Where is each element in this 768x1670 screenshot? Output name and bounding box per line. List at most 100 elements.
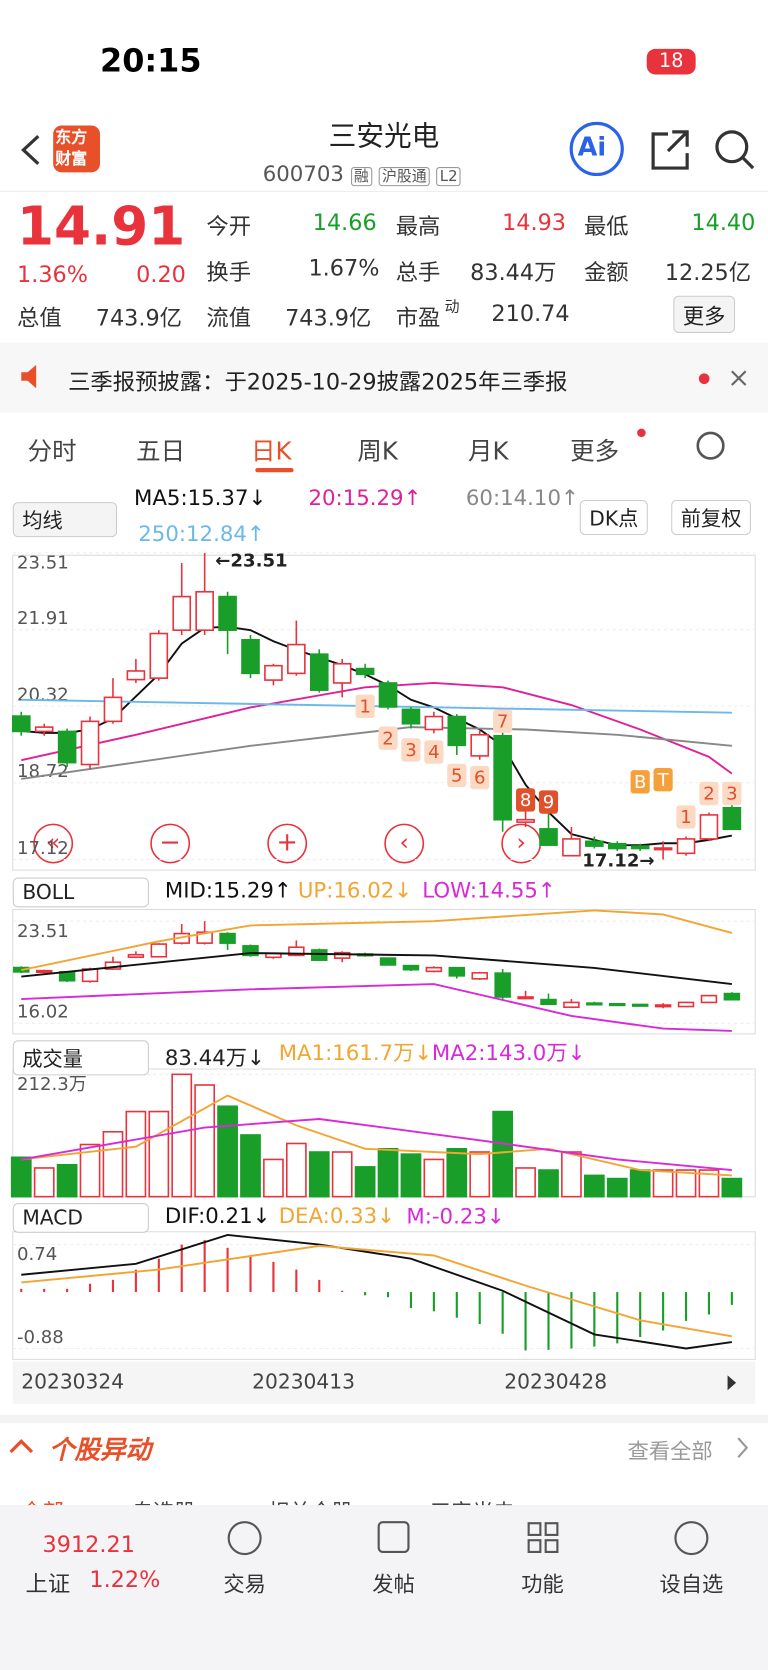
boll-panel	[12, 908, 756, 1035]
boll-selector[interactable]: BOLL	[12, 877, 149, 908]
high-label: ←23.51	[215, 550, 287, 571]
legend-entry: MID:15.29↑	[165, 878, 292, 903]
candle-body	[127, 953, 145, 958]
change: 0.20	[136, 261, 186, 288]
bar-item[interactable]: 交易	[223, 1571, 266, 1597]
dot	[698, 373, 710, 384]
signal-badge	[630, 770, 650, 794]
candle-body	[630, 845, 650, 850]
y-tick-label: -0.88	[17, 1327, 64, 1348]
candle-body	[585, 840, 604, 847]
news-link[interactable]: 查看全部	[627, 1438, 713, 1464]
volume-selector[interactable]: 成交量	[12, 1040, 149, 1076]
candle-body	[401, 708, 421, 725]
candle-body	[11, 715, 31, 733]
field-label: 换手	[206, 259, 252, 286]
signal-badge	[447, 763, 467, 788]
candle-body	[332, 662, 352, 684]
tab[interactable]: 分时	[27, 438, 77, 466]
legend-entry: LOW:14.55↑	[422, 878, 555, 903]
notice[interactable]: 三季报预披露：于2025-10-29披露2025年三季报	[68, 369, 568, 395]
index-value[interactable]: 3912.21	[42, 1531, 135, 1558]
legend-entry: UP:16.02↓	[298, 878, 412, 903]
indicator-line	[21, 1244, 733, 1338]
index-name[interactable]: 上证	[25, 1571, 71, 1597]
settings-icon[interactable]	[696, 431, 725, 460]
signal-badge	[355, 694, 375, 718]
signal-label: 4	[428, 742, 440, 763]
volume-bar	[217, 1105, 238, 1198]
candle-body	[218, 595, 237, 631]
volume-bar	[285, 1142, 307, 1198]
volume-bar	[583, 1174, 605, 1198]
share-icon[interactable]	[651, 130, 689, 170]
stock-code: 600703	[262, 160, 344, 187]
logo[interactable]	[53, 125, 100, 173]
candle-body	[80, 720, 100, 766]
bar-item[interactable]: 功能	[521, 1571, 564, 1597]
y-tick-label: 23.51	[17, 921, 69, 942]
gap	[0, 1414, 768, 1424]
macd-selector[interactable]: MACD	[12, 1203, 149, 1233]
field-value: 83.44万	[470, 259, 557, 286]
collapse-icon[interactable]	[9, 1439, 34, 1454]
ma-selector[interactable]: 均线	[12, 502, 118, 538]
back-icon[interactable]	[21, 134, 40, 165]
candle-body	[57, 730, 77, 764]
bar-item[interactable]: 发帖	[372, 1571, 415, 1597]
volume-current: 83.44万↓	[164, 1044, 265, 1071]
field-label: 今开	[206, 213, 252, 240]
signal-badge	[538, 790, 559, 814]
signal-badge	[653, 767, 673, 792]
candle-body	[494, 972, 511, 998]
search-icon[interactable]	[715, 130, 749, 164]
nav-icon: «	[46, 828, 60, 856]
volume-bar	[171, 1073, 193, 1198]
news-title[interactable]: 个股异动	[48, 1434, 152, 1465]
bar-item[interactable]: 设自选	[659, 1571, 724, 1597]
index-pct[interactable]: 1.22%	[89, 1566, 161, 1593]
tab[interactable]: 更多	[570, 438, 620, 466]
dk-button[interactable]: DK点	[579, 499, 648, 536]
low-label: 17.12→	[582, 851, 654, 872]
tab[interactable]: 月K	[468, 438, 509, 466]
candle-body	[654, 1004, 672, 1008]
field-value: 1.67%	[308, 255, 380, 281]
volume-bar	[56, 1163, 78, 1198]
volume-bar	[606, 1177, 628, 1198]
more-button[interactable]: 更多	[673, 295, 736, 333]
legend-entry: MA2:143.0万↓	[432, 1041, 586, 1066]
fq-button[interactable]: 前复权	[671, 499, 751, 536]
indicator-line	[21, 983, 732, 1032]
candle-body	[609, 1002, 626, 1007]
scroll-arrow[interactable]	[727, 1375, 737, 1391]
tab[interactable]: 五日	[136, 438, 186, 466]
ai-label[interactable]: Ai	[577, 131, 607, 162]
tab[interactable]: 周K	[357, 438, 398, 466]
chevron[interactable]	[737, 1437, 749, 1458]
candle-body	[631, 1003, 649, 1007]
candle-body	[402, 964, 420, 971]
candle-body	[653, 847, 673, 851]
macd-m: M:-0.23↓	[406, 1203, 505, 1229]
volume-bar	[263, 1158, 284, 1198]
candle-body	[516, 818, 535, 823]
volume-bar	[515, 1167, 536, 1198]
y-tick-label: 16.02	[17, 1002, 69, 1023]
signal-badge	[722, 781, 742, 806]
volume-bar	[33, 1167, 55, 1198]
logo-line: 财富	[55, 148, 88, 169]
field-label: 总值	[17, 305, 62, 331]
volume-bar	[79, 1143, 101, 1198]
candle-body	[517, 996, 534, 1000]
volume-bar	[538, 1169, 559, 1198]
signal-badge	[401, 738, 421, 762]
logo-text: 东方 财富	[55, 127, 87, 170]
ai-icon[interactable]	[569, 121, 624, 177]
tab[interactable]: 日K	[251, 438, 292, 466]
volume-bar	[469, 1151, 491, 1198]
candle-body	[35, 969, 53, 974]
close-icon[interactable]	[731, 370, 747, 386]
candle-body	[471, 972, 488, 980]
tag: L2	[436, 167, 461, 187]
